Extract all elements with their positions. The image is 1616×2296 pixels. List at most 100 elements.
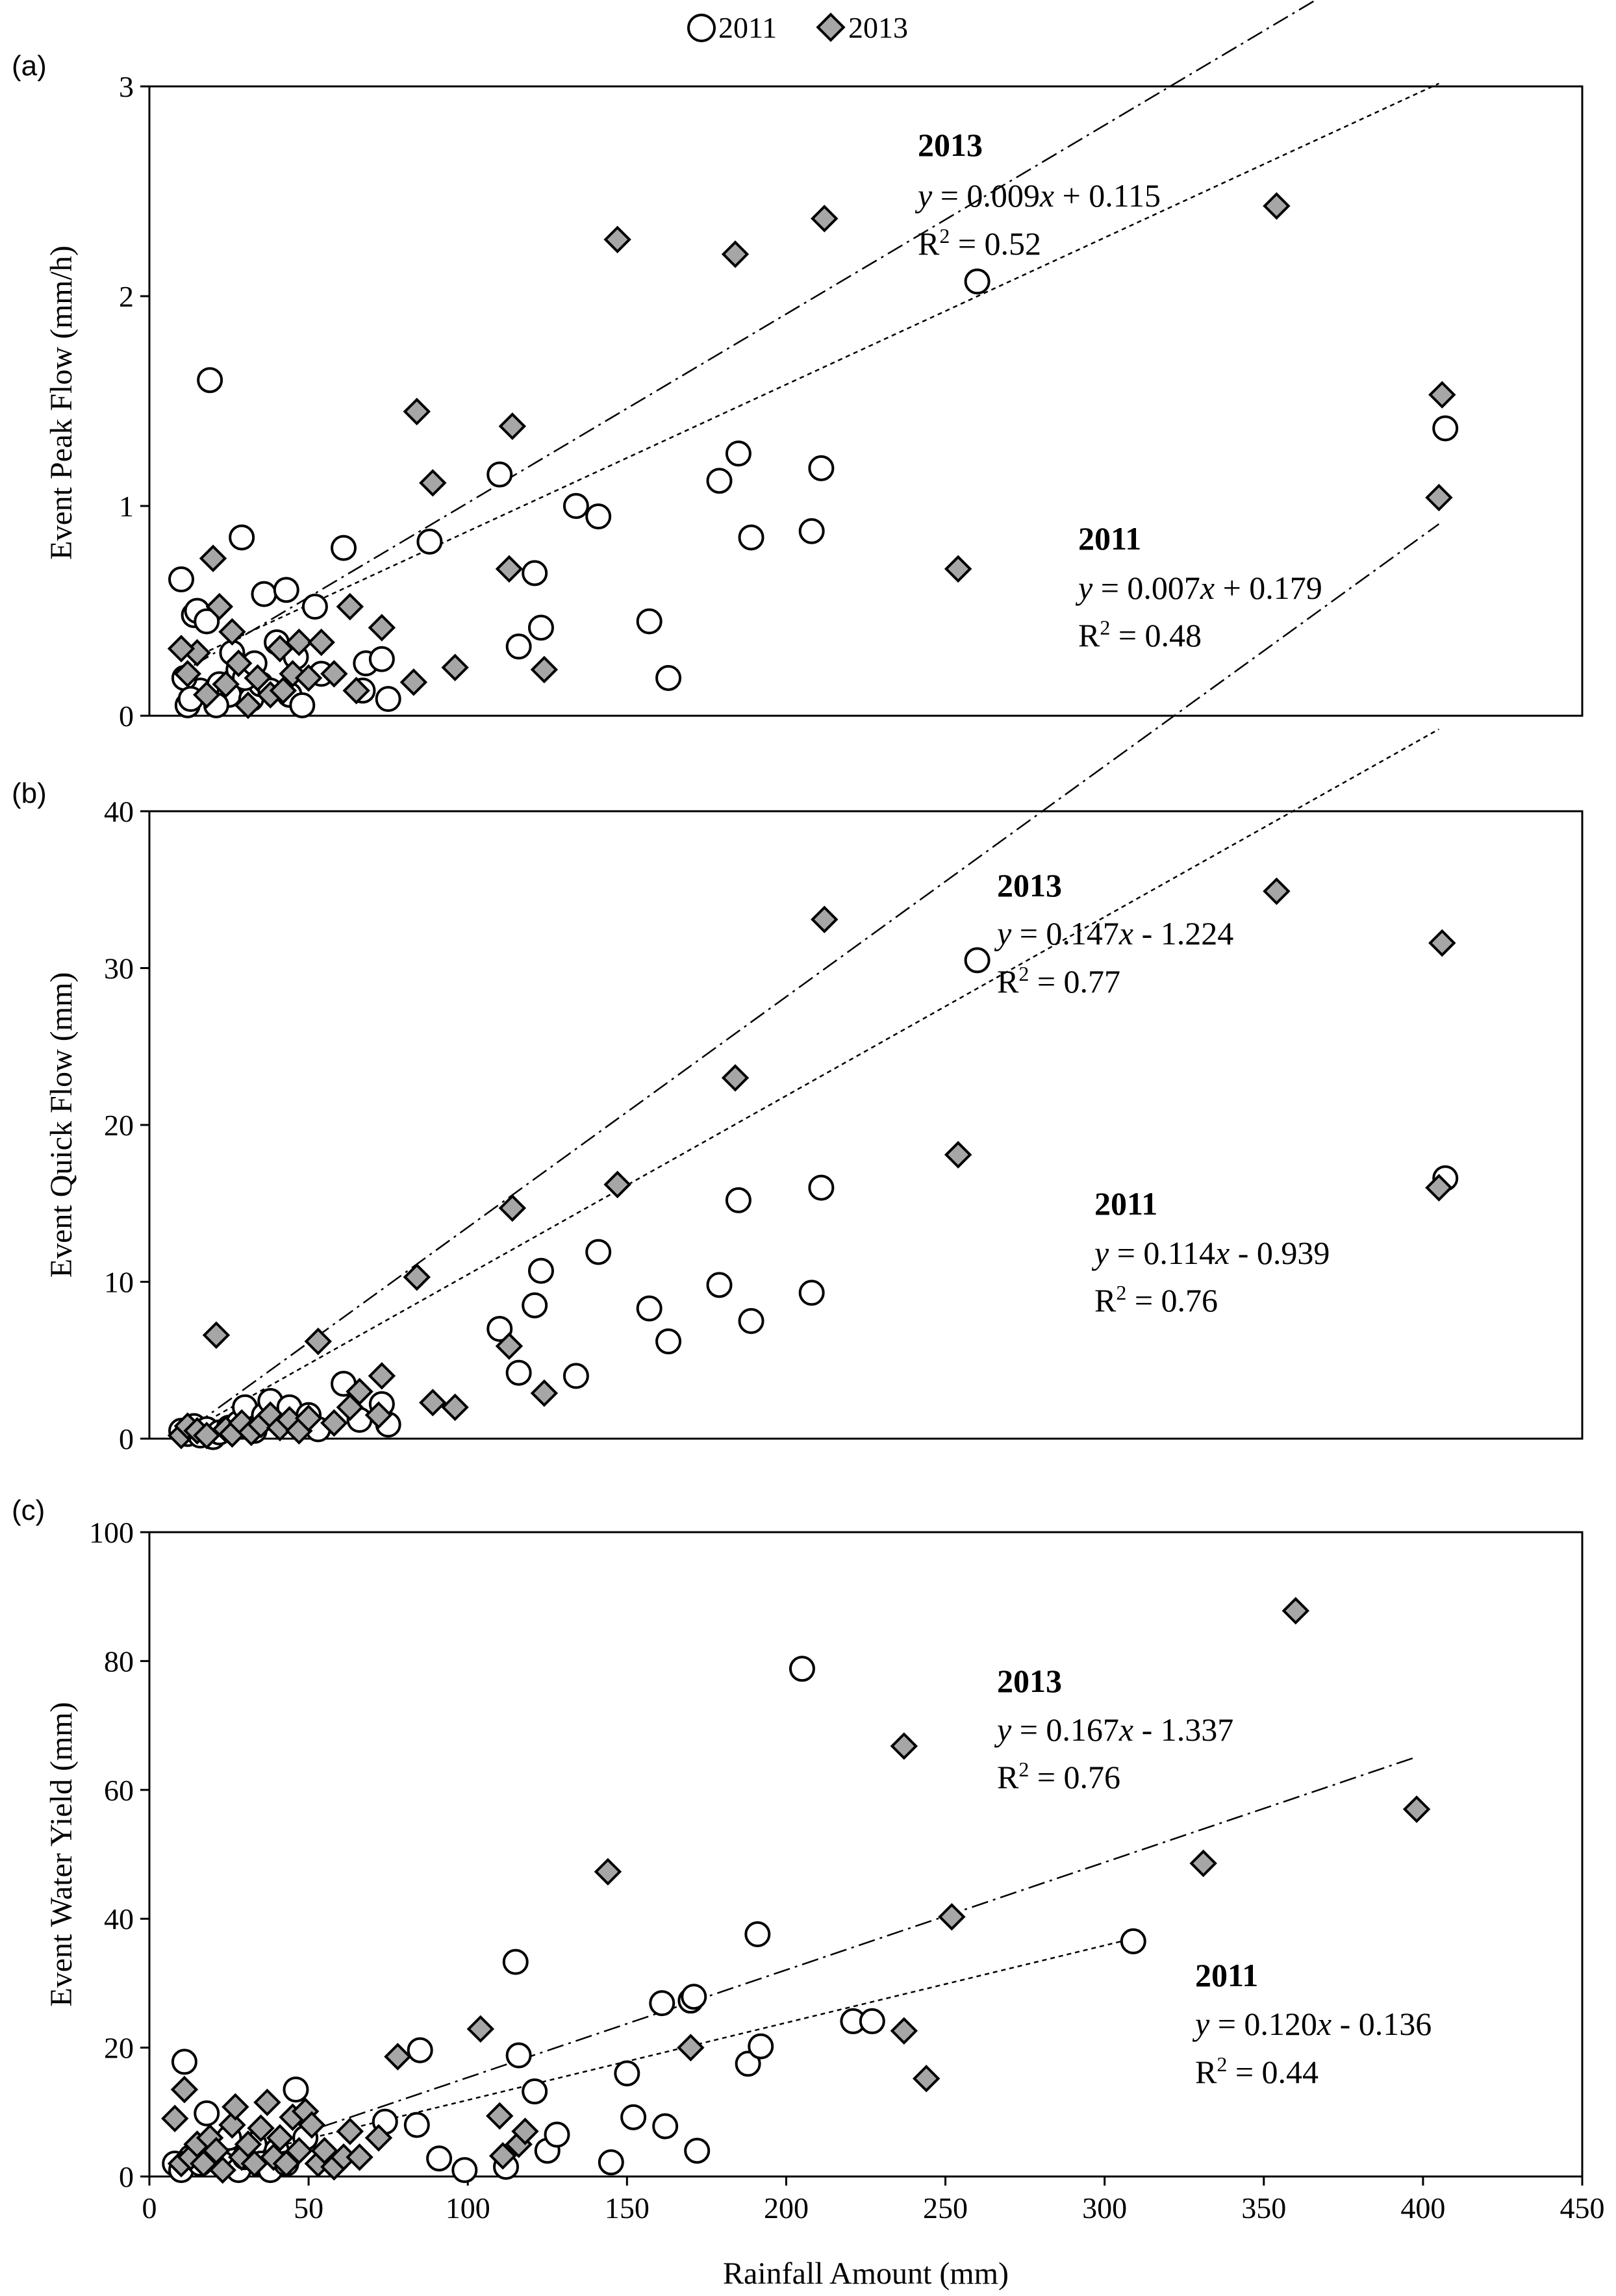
point-2013 [368, 614, 396, 642]
x-tick-label: 50 [294, 2191, 323, 2225]
point-2013 [441, 653, 469, 681]
panel-b: (b) Event Quick Flow (mm) 0 10 20 30 40 2013… [12, 523, 1584, 1456]
annotation-equation-2013: y = 0.167x - 1.337 [994, 1711, 1233, 1748]
y-axis-label: Event Peak Flow (mm/h) [44, 246, 79, 560]
point-2013 [1428, 929, 1456, 957]
point-2013 [890, 1732, 918, 1760]
point-2013 [221, 2093, 249, 2121]
point-2011 [522, 2078, 548, 2105]
point-2011 [585, 503, 612, 530]
plot-frame [148, 85, 1584, 717]
y-tick-label: 40 [104, 1902, 134, 1936]
trendlines [193, 523, 1440, 1430]
point-2013 [498, 412, 527, 440]
point-2011 [798, 518, 825, 544]
point-2013 [234, 691, 262, 720]
point-2011 [620, 2104, 647, 2130]
trendline-2011 [194, 82, 1439, 659]
point-2013 [811, 905, 839, 933]
point-2011 [426, 2145, 453, 2172]
x-tick-label: 250 [923, 2191, 968, 2225]
point-2013 [307, 628, 335, 657]
annotation-title-2011: 2011 [1195, 1957, 1258, 1993]
point-2011 [798, 1280, 825, 1306]
x-tick-label: 450 [1560, 2191, 1605, 2225]
point-2011 [289, 692, 316, 718]
point-2013 [218, 618, 246, 646]
panel-label: (a) [12, 50, 47, 82]
annotation-title-2013: 2013 [918, 127, 983, 163]
y-tick-label: 30 [104, 952, 134, 985]
y-tick-label: 80 [104, 1645, 134, 1678]
x-tick-label: 0 [142, 2191, 157, 2225]
panel-label: (c) [12, 1495, 45, 1526]
point-2011 [283, 2076, 309, 2103]
point-2011 [706, 1272, 733, 1298]
point-2011 [964, 268, 991, 295]
point-2013 [244, 664, 271, 692]
point-2013 [1425, 1174, 1453, 1202]
point-2011 [789, 1656, 815, 1682]
annotation-r2-2013: R2 = 0.52 [918, 224, 1041, 262]
point-2011 [681, 1984, 707, 2010]
point-2013 [336, 2117, 364, 2145]
point-2011 [502, 1949, 529, 1975]
x-axis-label: Rainfall Amount (mm) [723, 2256, 1009, 2291]
y-tick-label: 40 [104, 795, 134, 828]
point-2013 [890, 2017, 918, 2045]
point-2013 [938, 1903, 966, 1931]
point-2013 [721, 1064, 750, 1092]
point-2013 [208, 2156, 236, 2184]
point-2013 [218, 2111, 246, 2139]
x-tick-label: 300 [1082, 2191, 1127, 2225]
y-tick-label: 0 [119, 2160, 134, 2193]
point-2013 [403, 397, 431, 425]
point-2013 [441, 1393, 469, 1421]
point-2011 [738, 524, 764, 551]
annotation-r2-2011: R2 = 0.44 [1195, 2052, 1319, 2090]
x-ticks: 0 50 100 150 200 250 300 350 400 450 [142, 2176, 1605, 2225]
point-2013 [384, 2043, 412, 2071]
annotation-title-2013: 2013 [997, 867, 1062, 903]
point-2013 [399, 668, 428, 696]
x-tick-label: 200 [764, 2191, 809, 2225]
point-2011 [407, 2037, 433, 2063]
point-2011 [614, 2060, 640, 2087]
point-2013 [329, 2143, 358, 2171]
point-2011 [486, 461, 513, 488]
point-2013 [199, 544, 227, 572]
annotation-2011: 2011 y = 0.007x + 0.179 R2 = 0.48 [1075, 520, 1322, 653]
point-2011 [505, 1359, 532, 1386]
point-2013 [944, 555, 972, 583]
point-2013 [1263, 877, 1291, 905]
point-2011 [684, 2138, 711, 2164]
data-points [167, 877, 1459, 1450]
point-2013 [167, 635, 196, 662]
point-2013 [486, 2102, 514, 2130]
point-2011 [859, 2008, 885, 2034]
point-2013 [1402, 1795, 1431, 1823]
point-2011 [655, 664, 682, 691]
point-2013 [419, 1389, 447, 1417]
point-2013 [594, 1858, 622, 1886]
data-points [161, 1596, 1431, 2184]
annotation-2013: 2013 y = 0.167x - 1.337 R2 = 0.76 [994, 1663, 1233, 1795]
point-2013 [603, 1170, 631, 1198]
point-2011 [744, 1921, 771, 1948]
point-2011 [505, 633, 532, 660]
point-2013 [419, 469, 447, 497]
point-2013 [811, 205, 839, 233]
y-tick-label: 1 [119, 490, 134, 523]
point-2011 [585, 1239, 612, 1265]
annotation-equation-2011: y = 0.007x + 0.179 [1075, 570, 1322, 606]
point-2013 [603, 225, 631, 254]
point-2013 [1428, 381, 1456, 409]
point-2013 [247, 2114, 275, 2142]
point-2011 [505, 2042, 532, 2069]
annotation-2011: 2011 y = 0.114x - 0.939 R2 = 0.76 [1091, 1185, 1330, 1318]
point-2011 [331, 535, 357, 561]
point-2013 [944, 1141, 972, 1169]
x-tick-label: 400 [1400, 2191, 1445, 2225]
point-2011 [598, 2149, 624, 2176]
y-tick-label: 3 [119, 70, 134, 103]
